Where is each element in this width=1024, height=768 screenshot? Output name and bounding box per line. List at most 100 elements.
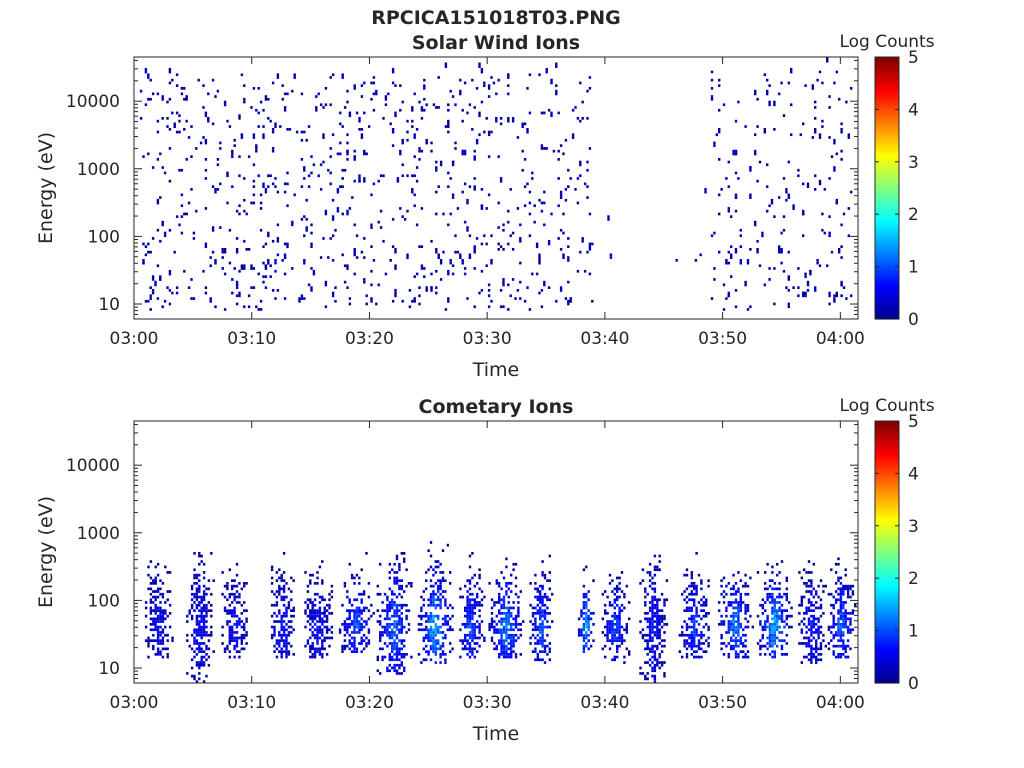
heatmap-cell	[744, 125, 747, 128]
heatmap-cell	[281, 84, 284, 87]
heatmap-cell	[348, 612, 351, 615]
heatmap-cell	[510, 636, 513, 640]
heatmap-cell	[282, 628, 286, 632]
heatmap-cell	[205, 647, 208, 651]
heatmap-cell	[656, 647, 659, 651]
heatmap-cell	[144, 299, 148, 303]
heatmap-cell	[309, 573, 312, 577]
heatmap-cell	[437, 76, 440, 79]
heatmap-cell	[154, 582, 157, 585]
heatmap-cell	[543, 223, 546, 227]
heatmap-cell	[435, 248, 438, 254]
heatmap-cell	[411, 174, 414, 178]
heatmap-cell	[854, 603, 857, 607]
heatmap-cell	[425, 571, 428, 574]
heatmap-cell	[156, 92, 160, 96]
heatmap-cell	[355, 612, 359, 615]
heatmap-cell	[839, 636, 843, 640]
heatmap-cell	[159, 639, 162, 642]
heatmap-cell	[660, 592, 664, 596]
colorbar-segment	[875, 457, 899, 461]
heatmap-cell	[166, 655, 169, 659]
heatmap-cell	[641, 633, 645, 637]
heatmap-cell	[348, 642, 351, 645]
heatmap-cell	[585, 625, 588, 629]
heatmap-cell	[744, 612, 747, 615]
heatmap-cell	[495, 631, 498, 634]
heatmap-cell	[159, 625, 162, 629]
heatmap-cell	[444, 62, 448, 68]
heatmap-cell	[343, 584, 347, 588]
heatmap-cell	[683, 609, 686, 612]
heatmap-cell	[205, 592, 208, 596]
heatmap-cell	[660, 639, 664, 642]
heatmap-cell	[807, 571, 811, 574]
heatmap-cell	[618, 582, 621, 585]
heatmap-cell	[449, 617, 452, 621]
heatmap-cell	[707, 642, 710, 645]
heatmap-cell	[466, 226, 469, 232]
heatmap-cell	[732, 639, 735, 642]
heatmap-cell	[616, 595, 619, 599]
heatmap-cell	[198, 601, 201, 604]
colorbar-segment	[875, 517, 899, 522]
heatmap-cell	[435, 106, 438, 109]
heatmap-cell	[393, 576, 396, 580]
heatmap-cell	[393, 647, 396, 651]
heatmap-cell	[499, 289, 503, 292]
heatmap-cell	[613, 633, 616, 637]
heatmap-cell	[771, 642, 774, 645]
heatmap-cell	[198, 644, 201, 648]
heatmap-cell	[322, 160, 325, 164]
heatmap-cell	[557, 149, 560, 153]
heatmap-cell	[814, 128, 817, 134]
heatmap-cell	[262, 275, 265, 278]
heatmap-cell	[198, 623, 201, 626]
heatmap-cell	[398, 587, 401, 591]
heatmap-cell	[293, 193, 296, 197]
heatmap-cell	[766, 209, 769, 213]
heatmap-cell	[778, 614, 781, 618]
heatmap-cell	[376, 669, 379, 673]
heatmap-cell	[835, 201, 838, 205]
heatmap-cell	[211, 226, 215, 232]
heatmap-cell	[685, 655, 689, 659]
heatmap-cell	[778, 196, 781, 199]
heatmap-cell	[768, 642, 772, 645]
heatmap-cell	[321, 617, 324, 621]
heatmap-cell	[468, 598, 472, 602]
heatmap-cell	[307, 185, 311, 188]
heatmap-cell	[480, 269, 484, 273]
heatmap-cell	[358, 620, 361, 623]
heatmap-cell	[198, 603, 201, 607]
heatmap-cell	[577, 631, 581, 634]
colorbar-segment	[875, 290, 899, 294]
heatmap-cell	[198, 554, 201, 558]
heatmap-cell	[449, 582, 452, 585]
heatmap-cell	[541, 587, 544, 591]
heatmap-cell	[274, 259, 277, 262]
heatmap-cell	[318, 595, 322, 599]
heatmap-cell	[388, 609, 391, 612]
heatmap-cell	[386, 625, 389, 629]
heatmap-cell	[285, 642, 288, 645]
heatmap-cell	[316, 592, 319, 596]
heatmap-cell	[734, 582, 738, 585]
heatmap-cell	[235, 286, 239, 289]
heatmap-cell	[618, 628, 621, 632]
heatmap-cell	[787, 302, 790, 306]
heatmap-cell	[487, 95, 491, 98]
heatmap-cell	[454, 147, 457, 150]
heatmap-cell	[459, 89, 462, 96]
heatmap-cell	[707, 625, 710, 629]
heatmap-cell	[656, 609, 659, 612]
heatmap-cell	[685, 625, 689, 629]
heatmap-cell	[531, 633, 535, 637]
heatmap-cell	[773, 653, 776, 656]
heatmap-cell	[264, 286, 268, 289]
heatmap-cell	[449, 628, 452, 632]
heatmap-cell	[802, 182, 805, 186]
heatmap-cell	[832, 623, 835, 626]
heatmap-cell	[608, 639, 612, 642]
heatmap-cell	[773, 128, 776, 131]
